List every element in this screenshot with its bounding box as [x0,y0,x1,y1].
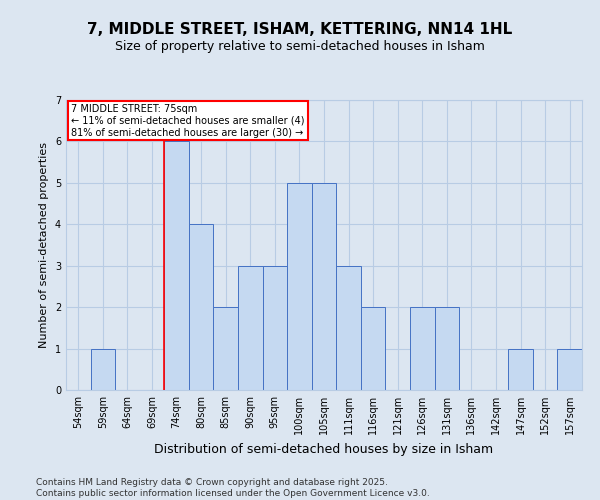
Bar [336,266,361,390]
Bar [164,142,189,390]
Bar [189,224,214,390]
Bar [287,183,312,390]
Bar [557,348,582,390]
Text: 7 MIDDLE STREET: 75sqm
← 11% of semi-detached houses are smaller (4)
81% of semi: 7 MIDDLE STREET: 75sqm ← 11% of semi-det… [71,104,305,138]
Text: Size of property relative to semi-detached houses in Isham: Size of property relative to semi-detach… [115,40,485,53]
Bar [508,348,533,390]
Bar [91,348,115,390]
Y-axis label: Number of semi-detached properties: Number of semi-detached properties [40,142,49,348]
Bar [263,266,287,390]
Bar [410,307,434,390]
Text: Contains HM Land Registry data © Crown copyright and database right 2025.
Contai: Contains HM Land Registry data © Crown c… [36,478,430,498]
Bar [312,183,336,390]
Bar [434,307,459,390]
Bar [214,307,238,390]
Text: 7, MIDDLE STREET, ISHAM, KETTERING, NN14 1HL: 7, MIDDLE STREET, ISHAM, KETTERING, NN14… [88,22,512,38]
Bar [238,266,263,390]
X-axis label: Distribution of semi-detached houses by size in Isham: Distribution of semi-detached houses by … [154,442,494,456]
Bar [361,307,385,390]
